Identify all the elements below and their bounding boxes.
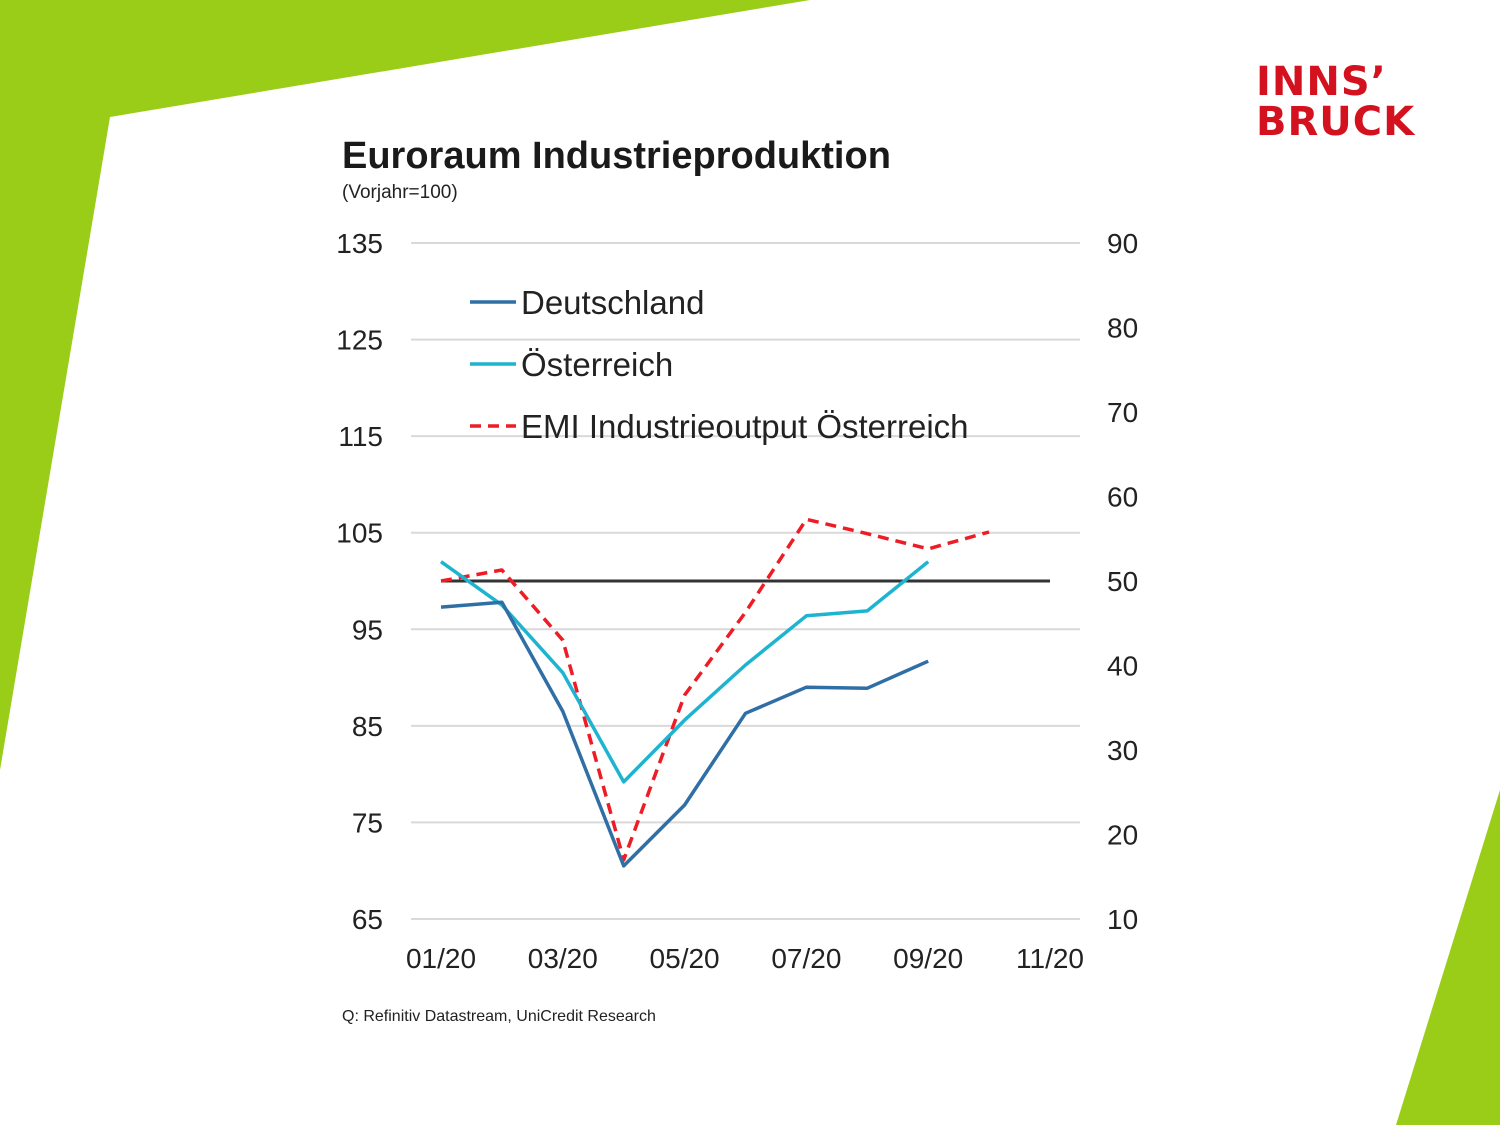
- x-tick-label: 03/20: [528, 943, 598, 974]
- series-line-3: [440, 517, 990, 862]
- logo-line-2: BRUCK: [1256, 99, 1416, 145]
- y-left-tick-label: 85: [352, 711, 383, 742]
- y-left-tick-label: 65: [352, 904, 383, 935]
- x-tick-label: 01/20: [406, 943, 476, 974]
- chart-title: Euroraum Industrieproduktion: [342, 135, 891, 177]
- y-left-tick-label: 75: [352, 807, 383, 838]
- y-left-tick-label: 135: [336, 228, 383, 259]
- x-tick-label: 05/20: [650, 943, 720, 974]
- y-right-tick-label: 20: [1107, 820, 1138, 851]
- series-line-1: [440, 600, 929, 868]
- green-band-bottom-right: [1396, 790, 1500, 1125]
- legend-label-2: Österreich: [521, 346, 673, 383]
- y-right-tick-label: 70: [1107, 397, 1138, 428]
- series-lines: [439, 517, 990, 868]
- x-tick-label: 07/20: [771, 943, 841, 974]
- y-left-tick-label: 105: [336, 518, 383, 549]
- y-left-tick-label: 95: [352, 614, 383, 645]
- y-right-tick-label: 40: [1107, 651, 1138, 682]
- x-tick-label: 09/20: [893, 943, 963, 974]
- y-right-tick-label: 30: [1107, 735, 1138, 766]
- y-right-tick-label: 60: [1107, 482, 1138, 513]
- x-axis: 01/20 03/20 05/20 07/20 09/20 11/20: [406, 943, 1084, 974]
- legend-label-1: Deutschland: [521, 284, 704, 321]
- legend-label-3: EMI Industrieoutput Österreich: [521, 408, 969, 445]
- y-right-tick-label: 50: [1107, 566, 1138, 597]
- legend: Deutschland Österreich EMI Industrieoutput…: [470, 284, 969, 445]
- y-right-tick-label: 80: [1107, 313, 1138, 344]
- y-right-tick-label: 10: [1107, 904, 1138, 935]
- y-axis-left: 135 125 115 105 95 85 75 65: [336, 228, 383, 935]
- green-band-top-left: [0, 0, 810, 770]
- y-right-tick-label: 90: [1107, 228, 1138, 259]
- innsbruck-logo: INNS’ BRUCK: [1256, 62, 1415, 142]
- logo-line-1: INNS’: [1256, 59, 1387, 105]
- source-note: Q: Refinitiv Datastream, UniCredit Resea…: [342, 1008, 656, 1025]
- chart-subtitle: (Vorjahr=100): [342, 182, 458, 203]
- gridlines: [411, 242, 1080, 920]
- series-line-2: [439, 560, 930, 784]
- y-left-tick-label: 115: [338, 421, 383, 452]
- x-tick-label: 11/20: [1016, 943, 1084, 974]
- y-axis-right: 90 80 70 60 50 40 30 20 10: [1107, 228, 1138, 935]
- y-left-tick-label: 125: [336, 325, 383, 356]
